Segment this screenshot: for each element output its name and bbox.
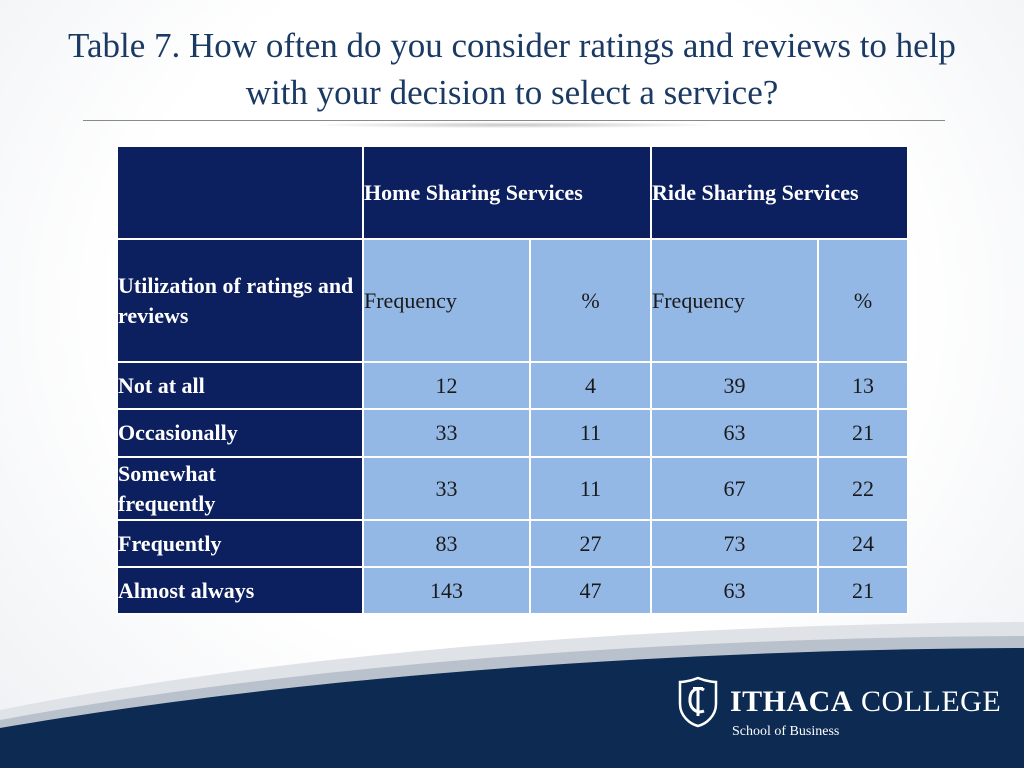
cell-ride-percent: 21 <box>817 566 909 615</box>
row-label: Frequently <box>116 519 364 568</box>
cell-ride-frequency: 73 <box>650 519 819 568</box>
college-name: ITHACA COLLEGE <box>730 686 1001 718</box>
ithaca-college-logo: ITHACA COLLEGE School of Business <box>678 676 1001 746</box>
ratings-table: Home Sharing Services Ride Sharing Servi… <box>116 145 909 615</box>
cell-ride-percent: 22 <box>817 456 909 521</box>
cell-ride-frequency: 63 <box>650 408 819 458</box>
sub-header-home-frequency: Frequency <box>362 238 531 363</box>
row-label: Somewhat frequently <box>116 456 364 521</box>
cell-home-percent: 4 <box>529 361 652 410</box>
cell-home-frequency: 33 <box>362 456 531 521</box>
table-row: Almost always 143 47 63 21 <box>116 566 909 615</box>
cell-ride-frequency: 63 <box>650 566 819 615</box>
group-header-ride: Ride Sharing Services <box>650 145 909 240</box>
sub-header-row: Utilization of ratings and reviews Frequ… <box>116 238 909 363</box>
slide-title: Table 7. How often do you consider ratin… <box>68 26 956 112</box>
title-divider <box>83 120 945 121</box>
cell-ride-percent: 21 <box>817 408 909 458</box>
cell-home-percent: 11 <box>529 456 652 521</box>
row-label: Almost always <box>116 566 364 615</box>
table-row: Frequently 83 27 73 24 <box>116 519 909 568</box>
cell-ride-frequency: 39 <box>650 361 819 410</box>
sub-header-ride-frequency: Frequency <box>650 238 819 363</box>
sub-header-home-percent: % <box>529 238 652 363</box>
cell-home-percent: 11 <box>529 408 652 458</box>
college-name-rest: COLLEGE <box>861 685 1002 718</box>
group-header-row: Home Sharing Services Ride Sharing Servi… <box>116 145 909 240</box>
college-seal-icon <box>678 676 718 728</box>
college-name-bold: ITHACA <box>730 685 854 718</box>
school-name: School of Business <box>732 724 840 739</box>
cell-home-frequency: 83 <box>362 519 531 568</box>
table-row: Somewhat frequently 33 11 67 22 <box>116 456 909 521</box>
title-divider-shadow <box>315 122 710 128</box>
cell-home-percent: 47 <box>529 566 652 615</box>
cell-ride-percent: 13 <box>817 361 909 410</box>
cell-home-frequency: 12 <box>362 361 531 410</box>
row-label: Occasionally <box>116 408 364 458</box>
cell-home-frequency: 33 <box>362 408 531 458</box>
footer-wave-band <box>0 622 1024 768</box>
cell-home-frequency: 143 <box>362 566 531 615</box>
row-header-label: Utilization of ratings and reviews <box>116 238 364 363</box>
cell-ride-frequency: 67 <box>650 456 819 521</box>
table-row: Occasionally 33 11 63 21 <box>116 408 909 458</box>
cell-home-percent: 27 <box>529 519 652 568</box>
row-label: Not at all <box>116 361 364 410</box>
corner-cell <box>116 145 364 240</box>
table-row: Not at all 12 4 39 13 <box>116 361 909 410</box>
cell-ride-percent: 24 <box>817 519 909 568</box>
sub-header-ride-percent: % <box>817 238 909 363</box>
group-header-home: Home Sharing Services <box>362 145 652 240</box>
